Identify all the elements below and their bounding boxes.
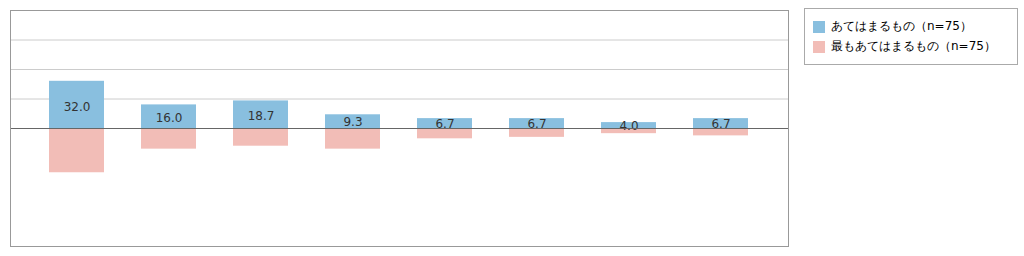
svg-text:32.0: 32.0 — [64, 100, 91, 114]
svg-text:6.7: 6.7 — [527, 116, 547, 131]
svg-text:18.7: 18.7 — [248, 109, 275, 123]
html-text:最もあてはまるもの（n=75）: 最もあてはまるもの（n=75） — [831, 39, 996, 53]
svg-text:6.7: 6.7 — [435, 116, 455, 131]
svg-text:4.0: 4.0 — [619, 119, 638, 133]
svg-text:16.0: 16.0 — [156, 111, 183, 125]
html-text:あてはまるもの（n=75）: あてはまるもの（n=75） — [831, 19, 972, 33]
svg-text:6.7: 6.7 — [711, 116, 731, 131]
svg-text:9.3: 9.3 — [343, 115, 362, 129]
